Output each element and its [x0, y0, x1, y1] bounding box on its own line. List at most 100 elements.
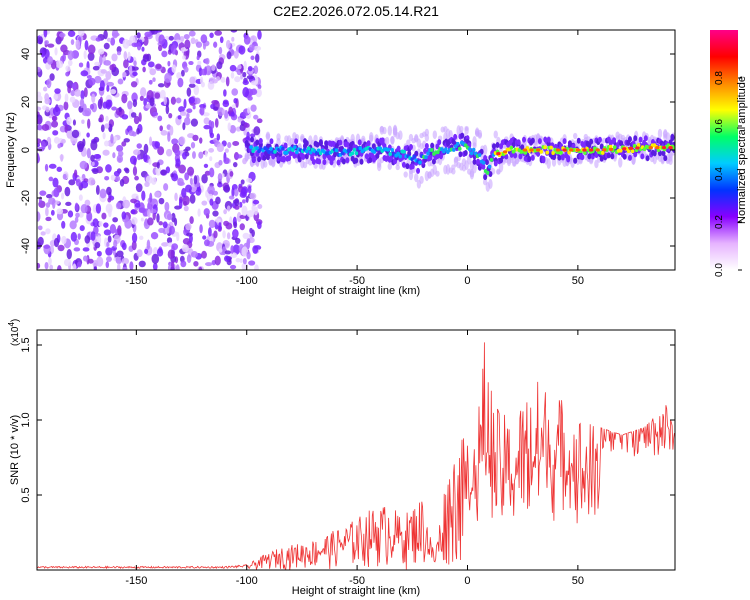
noise-mark	[101, 212, 107, 220]
noise-mark	[232, 161, 238, 168]
noise-mark	[52, 130, 59, 136]
signal-core-mark	[293, 145, 297, 150]
noise-mark	[152, 246, 158, 257]
noise-mark	[107, 197, 112, 203]
noise-mark	[211, 64, 216, 71]
signal-core-mark	[352, 147, 357, 152]
signal-core-mark	[340, 151, 345, 156]
noise-mark	[184, 172, 190, 181]
noise-mark	[116, 250, 124, 258]
noise-mark	[74, 89, 82, 97]
noise-mark	[248, 260, 256, 266]
signal-core-mark	[471, 147, 476, 152]
noise-mark	[183, 205, 189, 212]
snr-y-multiplier-open: (x104)	[7, 319, 21, 346]
noise-mark	[202, 112, 210, 117]
noise-mark	[90, 140, 98, 151]
noise-mark	[113, 170, 120, 177]
noise-mark	[141, 190, 146, 201]
noise-mark	[67, 59, 73, 67]
noise-mark	[37, 95, 43, 103]
noise-mark	[103, 229, 112, 236]
noise-mark	[56, 208, 64, 215]
noise-mark	[105, 71, 112, 80]
x-tick-label: -50	[349, 275, 365, 287]
signal-band-mark	[594, 152, 599, 159]
noise-mark	[159, 89, 166, 99]
noise-mark	[112, 217, 118, 223]
noise-mark	[131, 232, 138, 243]
noise-mark	[238, 45, 246, 55]
noise-mark	[199, 224, 203, 234]
signal-core-mark	[255, 146, 259, 151]
noise-mark	[219, 36, 224, 44]
noise-mark	[181, 244, 190, 253]
noise-mark	[148, 79, 153, 85]
colorbar-label: Normalized spectral amplitude	[736, 76, 748, 224]
x-tick-label: -50	[349, 575, 365, 587]
noise-mark	[84, 235, 91, 244]
noise-mark	[111, 106, 117, 111]
noise-mark	[86, 148, 91, 159]
noise-mark	[227, 122, 231, 132]
signal-peak-mark	[595, 148, 600, 152]
noise-mark	[107, 235, 112, 243]
signal-halo-mark	[313, 134, 318, 143]
noise-mark	[246, 177, 253, 183]
noise-mark	[103, 222, 109, 228]
noise-mark	[189, 216, 194, 225]
signal-halo-mark	[424, 128, 430, 137]
noise-mark	[165, 148, 173, 157]
y-tick-label: 1.0	[20, 412, 32, 427]
noise-mark	[104, 140, 110, 147]
noise-mark	[223, 184, 231, 193]
spectrogram-y-label: Frequency (Hz)	[5, 112, 17, 188]
noise-mark	[61, 235, 67, 245]
noise-mark	[250, 133, 256, 138]
noise-mark	[80, 90, 85, 100]
noise-mark	[242, 87, 250, 98]
noise-mark	[42, 86, 48, 92]
signal-band-mark	[670, 135, 675, 142]
signal-core-mark	[523, 150, 528, 155]
signal-band-mark	[541, 155, 546, 162]
signal-band-mark	[458, 151, 463, 158]
noise-mark	[234, 198, 240, 207]
signal-halo-mark	[551, 157, 557, 167]
noise-mark	[60, 154, 64, 162]
y-tick-label: -20	[20, 190, 32, 206]
noise-mark	[160, 130, 168, 136]
noise-mark	[149, 136, 153, 146]
noise-mark	[112, 152, 116, 159]
noise-mark	[46, 56, 54, 65]
noise-mark	[121, 114, 129, 120]
noise-mark	[152, 262, 158, 270]
noise-mark	[216, 61, 223, 70]
signal-band-mark	[251, 157, 256, 164]
noise-mark	[246, 75, 254, 80]
noise-mark	[74, 216, 79, 223]
noise-mark	[57, 244, 65, 252]
noise-mark	[247, 185, 252, 194]
noise-mark	[64, 93, 69, 103]
noise-mark	[122, 38, 130, 49]
noise-mark	[249, 192, 257, 200]
signal-halo-mark	[594, 159, 599, 169]
spectrogram-y-axis: -40 -20 0 20 40	[20, 48, 675, 254]
signal-halo-mark	[406, 139, 411, 146]
noise-mark	[164, 72, 172, 83]
noise-mark	[183, 98, 187, 109]
noise-mark	[226, 232, 231, 240]
signal-band-mark	[546, 136, 551, 143]
noise-mark	[209, 32, 214, 39]
signal-halo-mark	[618, 157, 623, 168]
spectrogram-x-label: Height of straight line (km)	[292, 285, 420, 297]
colorbar-tick-label: 0.0	[714, 263, 725, 277]
signal-core-mark	[636, 143, 641, 148]
noise-mark	[90, 231, 96, 241]
signal-band-mark	[576, 137, 581, 144]
noise-mark	[162, 221, 168, 229]
noise-mark	[117, 150, 124, 157]
signal-peak-mark	[668, 146, 673, 150]
